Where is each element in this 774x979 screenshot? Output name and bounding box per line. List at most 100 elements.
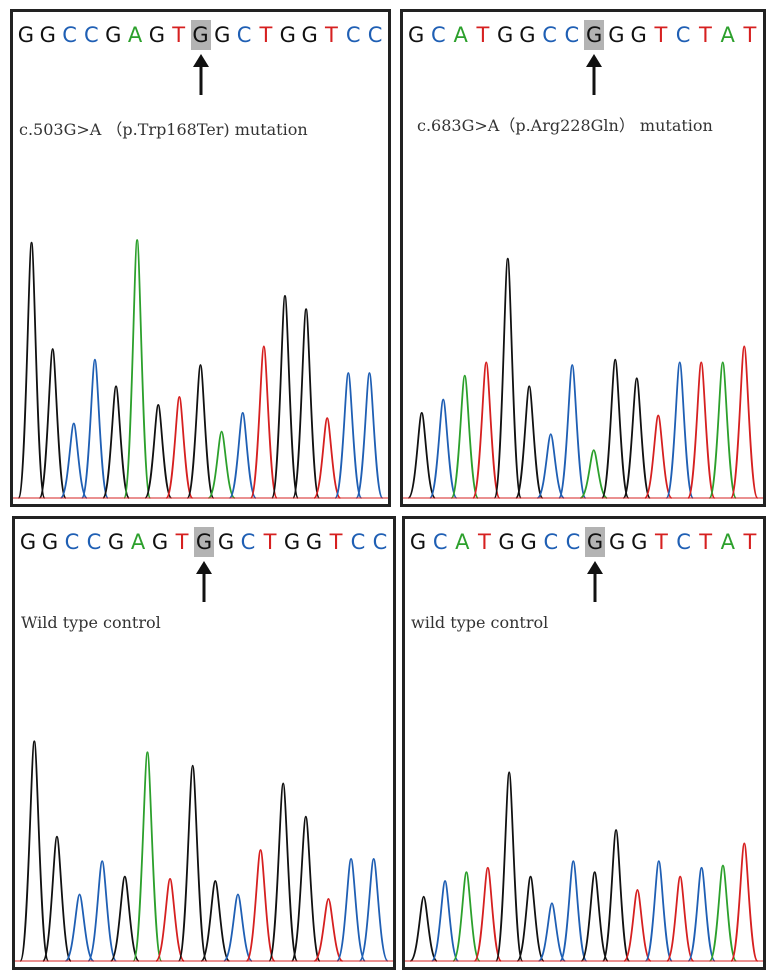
trace-peak-g [17,241,46,499]
trace-peak-a [450,374,479,499]
base-letter: C [564,23,580,47]
base-letter: G [151,530,169,554]
base-letter: G [498,530,515,554]
base-letter: G [214,23,231,47]
base-letter: C [431,23,446,47]
base-letter: A [455,530,470,554]
base-letter: T [655,530,668,554]
base-letter: T [478,530,491,554]
mutation-arrow-icon [192,54,209,95]
trace-peak-c [665,361,694,499]
base-letter: C [542,23,557,47]
trace-peak-c [228,411,257,499]
trace-peak-t [249,345,278,499]
trace-peak-t [155,877,185,962]
base-letter: G [17,23,35,47]
trace-peak-g [495,771,524,962]
base-letter: G [217,530,235,554]
trace-peak-t [165,396,194,499]
trace-peak-g [516,875,545,962]
trace-peak-c [80,358,109,499]
control-label: Wild type control [21,613,161,632]
base-letter: G [39,23,56,47]
trace-peak-t [473,866,502,962]
highlighted-base: G [584,20,605,50]
trace-peak-g [601,358,630,499]
trace-peak-a [132,751,163,962]
base-letter: A [720,530,735,554]
trace-peak-a [452,871,481,962]
trace-peak-t [644,414,673,499]
base-letter: G [148,23,165,47]
trace-peak-c [64,893,95,962]
trace-peak-c [336,857,366,962]
mutation-label: c.503G>A （p.Trp168Ter) mutation [19,120,308,139]
trace-peak-g [493,257,522,499]
base-letter: C [84,23,99,47]
base-letter: G [609,530,626,554]
base-letter: T [259,23,273,47]
trace-peak-t [313,897,344,962]
base-letter: C [565,530,581,554]
trace-peak-c [358,857,389,962]
base-letter: C [64,530,80,554]
highlighted-base: G [194,527,214,557]
base-letter: C [86,530,102,554]
base-letter: G [279,23,296,47]
trace-peak-c [687,866,716,962]
highlighted-base: G [585,527,606,557]
trace-peak-g [409,895,438,962]
control-label: wild type control [411,613,549,632]
trace-peak-t [245,849,276,962]
trace-peak-c [559,860,588,962]
trace-peak-t [313,417,342,499]
base-letter: T [654,23,668,47]
base-letter: C [62,23,77,47]
base-letter: T [743,23,757,47]
base-letter: G [519,23,536,47]
base-letter: C [236,23,252,47]
base-letter: T [175,530,189,554]
trace-peak-g [407,411,436,499]
base-letter: G [107,530,125,554]
trace-peak-g [42,835,72,962]
trace-peak-t [730,842,759,962]
reference-arrow-icon [196,561,212,602]
trace-peak-t [687,361,716,499]
trace-peak-c [334,372,363,499]
chromatogram-trace [403,257,763,499]
trace-peak-g [292,308,321,499]
trace-peak-g [19,740,50,962]
base-letter: G [301,23,318,47]
base-letter: A [720,23,735,47]
base-letter: C [676,530,691,554]
trace-peak-g [144,403,173,499]
trace-peak-a [579,449,608,499]
base-letter: G [407,23,425,47]
base-letter: G [105,23,122,47]
base-letter: G [283,530,301,554]
trace-peak-g [270,294,299,499]
base-letter: T [325,23,338,47]
base-letter: T [476,23,490,47]
chromatogram-trace [13,239,388,499]
trace-peak-g [601,829,631,962]
trace-peak-g [102,385,131,499]
base-letter: C [432,530,448,554]
base-letter: G [41,530,59,554]
trace-peak-t [730,345,759,499]
base-letter: G [631,530,648,554]
base-letter: C [240,530,256,554]
base-letter: T [699,530,713,554]
base-letter: G [520,530,537,554]
reference-arrow-icon [587,561,604,602]
base-letter: C [350,530,366,554]
base-letter: G [608,23,625,47]
trace-peak-g [109,875,140,962]
trace-peak-c [223,893,253,962]
